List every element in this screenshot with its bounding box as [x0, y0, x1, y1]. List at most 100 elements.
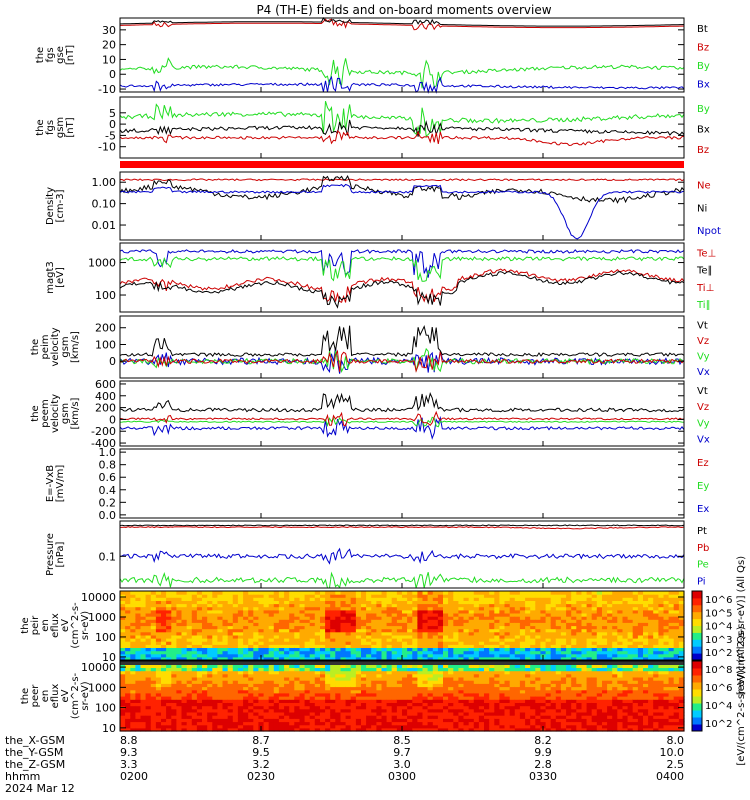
spectrogram-cell — [484, 715, 490, 719]
spectrogram-cell — [212, 727, 218, 732]
spectrogram-cell — [202, 653, 208, 658]
y-tick-label: 0.4 — [99, 484, 117, 497]
spectrogram-cell — [448, 634, 454, 639]
spectrogram-cell — [576, 718, 582, 723]
spectrogram-cell — [248, 653, 254, 658]
spectrogram-cell — [658, 696, 665, 700]
spectrogram-cell — [161, 647, 167, 652]
spectrogram-cell — [478, 591, 485, 595]
spectrogram-cell — [258, 696, 265, 700]
spectrogram-cell — [222, 613, 229, 617]
spectrogram-cell — [161, 606, 167, 611]
spectrogram-cell — [412, 594, 418, 598]
spectrogram-cell — [361, 670, 367, 675]
spectrogram-cell — [176, 625, 183, 630]
spectrogram-cell — [586, 650, 593, 655]
spectrogram-cell — [232, 683, 239, 688]
spectrogram-cell — [191, 702, 198, 707]
spectrogram-cell — [186, 686, 193, 691]
spectrogram-cell — [443, 634, 449, 639]
spectrogram-cell — [560, 721, 567, 726]
spectrogram-cell — [391, 641, 398, 645]
spectrogram-cell — [432, 705, 439, 710]
spectrogram-cell — [350, 664, 357, 668]
spectrogram-cell — [320, 622, 326, 627]
spectrogram-cell — [207, 689, 213, 694]
spectrogram-cell — [386, 591, 393, 595]
spectrogram-cell — [355, 619, 362, 623]
spectrogram-cell — [345, 647, 352, 652]
spectrogram-cell — [591, 606, 598, 611]
spectrogram-cell — [437, 670, 444, 675]
spectrogram-cell — [309, 676, 316, 681]
spectrogram-cell — [125, 683, 131, 688]
spectrogram-cell — [586, 628, 593, 633]
spectrogram-cell — [191, 653, 198, 658]
spectrogram-cell — [340, 667, 347, 672]
spectrogram-cell — [576, 686, 582, 691]
spectrogram-cell — [309, 656, 316, 661]
spectrogram-cell — [540, 606, 547, 611]
spectrogram-cell — [484, 670, 490, 675]
spectrogram-cell — [289, 631, 295, 636]
spectrogram-cell — [468, 600, 475, 605]
spectrogram-cell — [186, 664, 193, 668]
spectrogram-cell — [530, 696, 536, 700]
spectrogram-cell — [350, 708, 357, 713]
spectrogram-cell — [627, 641, 634, 645]
spectrogram-cell — [525, 656, 531, 661]
spectrogram-cell — [566, 715, 572, 719]
spectrogram-cell — [268, 603, 275, 608]
spectrogram-cell — [663, 634, 670, 639]
spectrogram-cell — [145, 656, 152, 661]
spectrogram-cell — [648, 616, 654, 620]
spectrogram-cell — [555, 650, 562, 655]
spectrogram-cell — [330, 606, 336, 611]
spectrogram-cell — [350, 667, 357, 672]
spectrogram-cell — [514, 656, 521, 661]
spectrogram-cell — [309, 727, 316, 732]
spectrogram-cell — [335, 689, 341, 694]
spectrogram-cell — [448, 631, 454, 636]
spectrogram-cell — [612, 670, 618, 675]
spectrogram-cell — [278, 727, 285, 732]
spectrogram-cell — [278, 708, 285, 713]
spectrogram-cell — [381, 667, 388, 672]
spectrogram-cell — [560, 606, 567, 611]
spectrogram-cell — [509, 619, 516, 623]
spectrogram-cell — [253, 721, 259, 726]
spectrogram-cell — [545, 641, 552, 645]
spectrogram-cell — [417, 670, 424, 675]
spectrogram-cell — [391, 634, 398, 639]
spectrogram-cell — [386, 628, 393, 633]
spectrogram-cell — [120, 594, 126, 598]
spectrogram-cell — [658, 644, 665, 648]
spectrogram-cell — [345, 670, 352, 675]
spectrogram-cell — [432, 656, 439, 661]
spectrogram-cell — [135, 628, 142, 633]
spectrogram-cell — [484, 597, 490, 601]
spectrogram-cell — [560, 705, 567, 710]
spectrogram-cell — [135, 603, 142, 608]
spectrogram-cell — [268, 696, 275, 700]
spectrogram-cell — [550, 606, 557, 611]
spectrogram-cell — [309, 680, 316, 684]
spectrogram-cell — [591, 631, 598, 636]
spectrogram-cell — [217, 650, 224, 655]
spectrogram-cell — [443, 711, 449, 716]
spectrogram-cell — [304, 708, 311, 713]
spectrogram-cell — [663, 603, 670, 608]
spectrogram-cell — [191, 647, 198, 652]
y-tick-label: 0.8 — [99, 459, 117, 472]
spectrogram-cell — [243, 689, 249, 694]
spectrogram-cell — [191, 724, 198, 729]
spectrogram-cell — [448, 670, 454, 675]
spectrogram-cell — [566, 638, 572, 642]
spectrogram-cell — [499, 711, 506, 716]
spectrogram-cell — [294, 656, 300, 661]
spectrogram-cell — [499, 699, 506, 703]
spectrogram-cell — [258, 594, 265, 598]
spectrogram-cell — [663, 616, 670, 620]
spectrogram-cell — [494, 692, 500, 697]
spectrogram-cell — [637, 619, 644, 623]
